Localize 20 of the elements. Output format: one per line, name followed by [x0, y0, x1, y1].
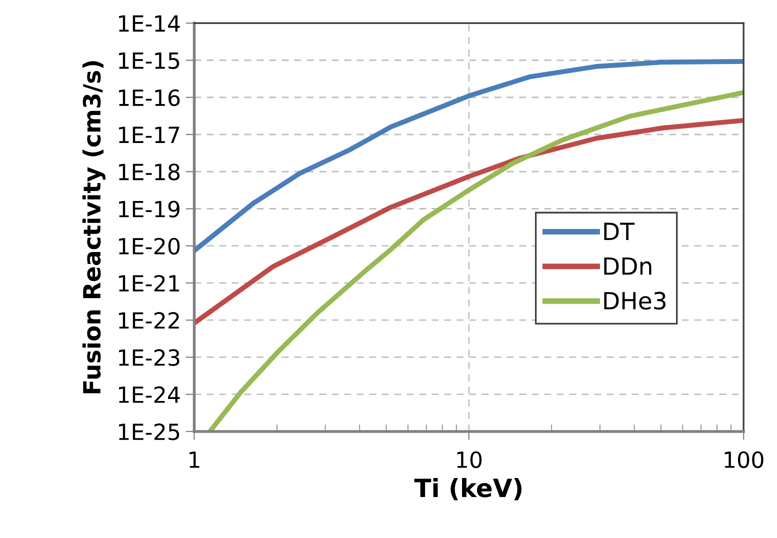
x-tick-label: 10 — [457, 451, 482, 468]
y-tick-label: 1E-19 — [119, 200, 180, 218]
y-tick-label: 1E-18 — [119, 164, 180, 180]
x-axis-title: Ti (keV) — [414, 478, 522, 500]
x-tick-label: 100 — [724, 451, 764, 468]
y-tick-label: 1E-23 — [119, 349, 180, 366]
y-tick-label: 1E-14 — [119, 15, 180, 32]
y-tick-label: 1E-25 — [119, 423, 180, 440]
y-tick-label: 1E-15 — [119, 52, 180, 70]
y-tick-label: 1E-20 — [119, 238, 180, 255]
y-tick-label: 1E-21 — [119, 274, 180, 292]
legend-label: DHe3 — [604, 292, 666, 310]
y-tick-label: 1E-17 — [119, 126, 180, 143]
y-tick-label: 1E-24 — [119, 386, 180, 403]
legend-label: DT — [604, 222, 635, 240]
legend-label: DDn — [604, 257, 652, 275]
y-tick-label: 1E-16 — [119, 89, 180, 106]
x-tick-label: 1 — [190, 452, 200, 468]
y-tick-label: 1E-22 — [119, 312, 179, 329]
y-axis-title: Fusion Reactivity (cm3/s) — [82, 61, 106, 394]
